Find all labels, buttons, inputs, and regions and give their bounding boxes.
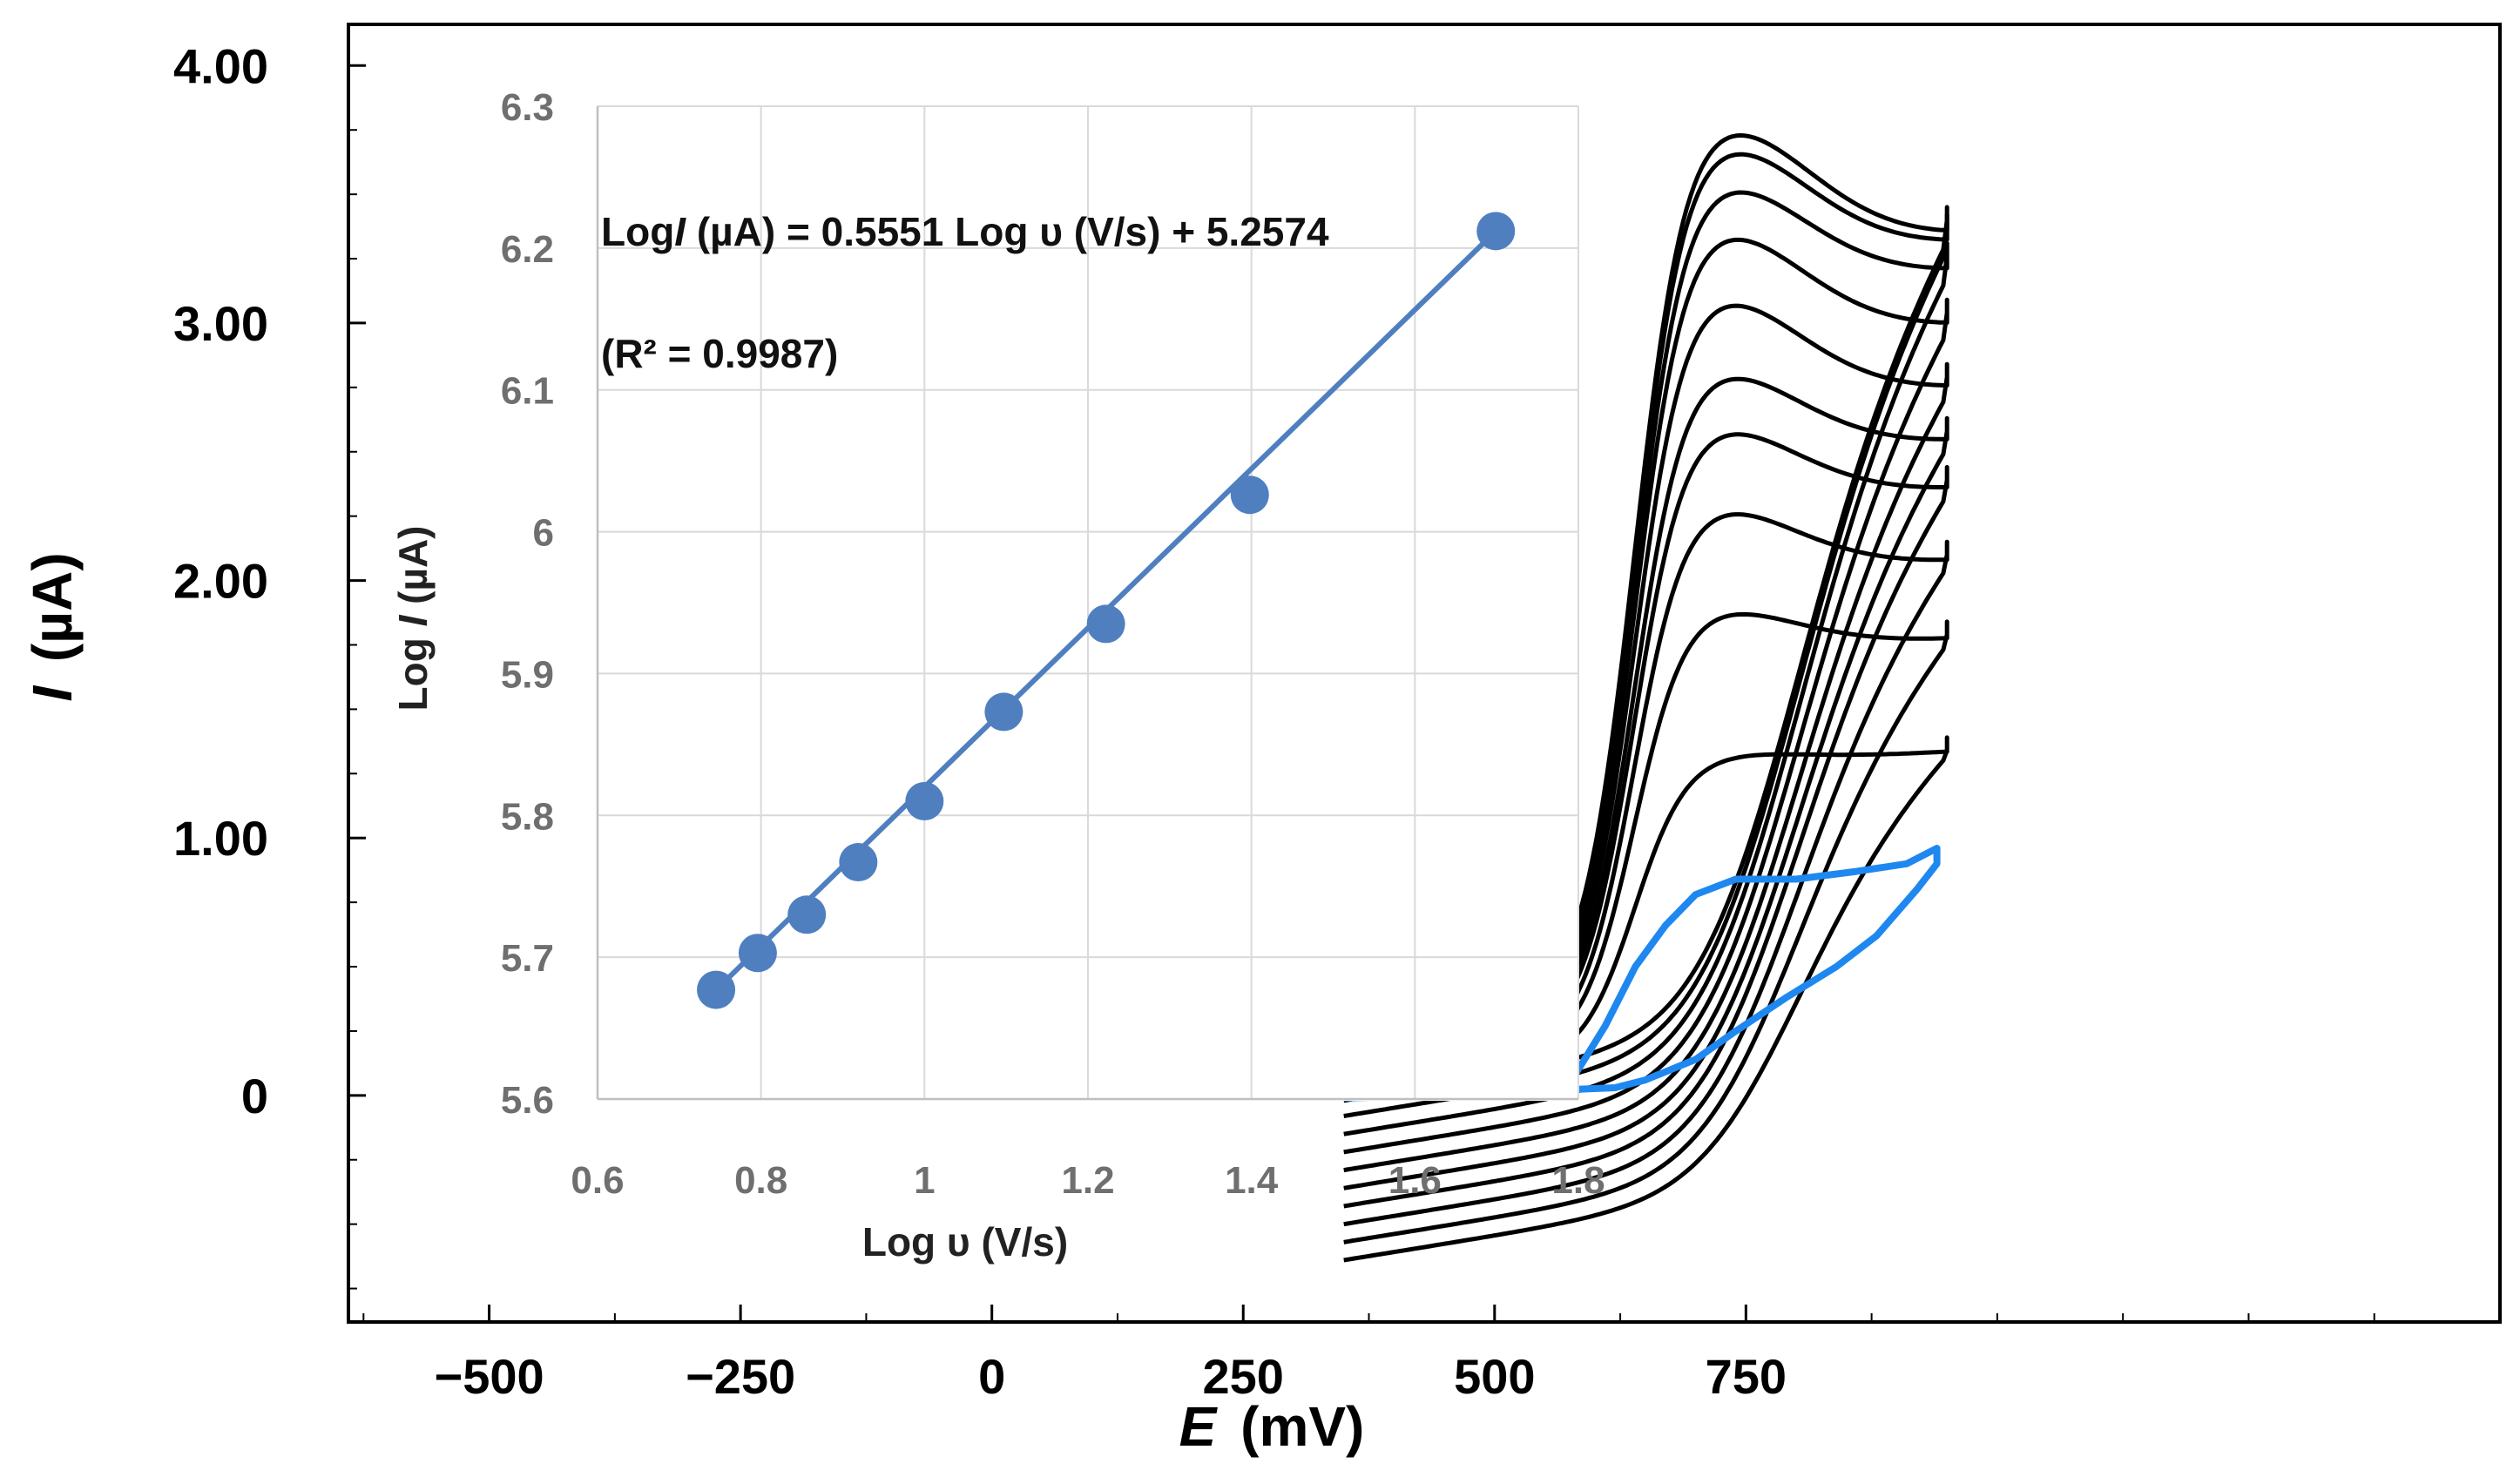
main-x-tick-label: −250	[686, 1349, 795, 1404]
cv-curve-blank	[1343, 845, 1941, 1102]
inset-x-tick-label: 0.6	[571, 1159, 624, 1202]
inset-x-tick-label: 1.2	[1061, 1159, 1114, 1202]
main-x-axis-var: E	[1179, 1395, 1219, 1458]
regression-equation-log: Log	[601, 209, 674, 254]
inset-y-tick-label: 5.8	[501, 795, 554, 838]
inset-data-point	[1230, 475, 1269, 515]
inset-x-tick-label: 1	[914, 1159, 935, 1202]
inset-y-tick-label: 6.1	[501, 370, 554, 413]
main-x-tick-label: 250	[1203, 1349, 1284, 1404]
main-x-tick-label: 0	[978, 1349, 1005, 1404]
regression-equation-rest: (µA) = 0.5551 Log υ (V/s) + 5.2574	[686, 209, 1329, 254]
inset-y-axis-suffix: (µA)	[390, 526, 436, 616]
inset-data-point	[905, 782, 944, 820]
main-x-ticks: −500 −250 0 250 500 750	[435, 1305, 1787, 1404]
inset-x-tick-label: 1.4	[1225, 1159, 1279, 1202]
main-y-tick-label: 4.00	[173, 38, 268, 93]
inset-y-tick-label: 6	[533, 512, 554, 555]
inset-y-tick-label: 6.3	[501, 86, 554, 129]
inset-data-point	[697, 970, 736, 1009]
main-plot-frame	[347, 23, 2502, 1324]
main-x-axis-title: E (mV)	[1179, 1395, 1365, 1458]
inset-x-tick-label: 1.6	[1388, 1159, 1442, 1202]
inset-data-point	[787, 895, 827, 934]
inset-data-point	[839, 843, 878, 882]
regression-equation-var: I	[674, 209, 686, 254]
main-y-tick-label: 2.00	[173, 554, 268, 609]
main-y-axis-var: I	[21, 685, 84, 702]
main-y-axis-title: I (µA)	[21, 552, 84, 701]
inset-ticks: 0.6 0.8 1 1.2 1.4 1.6 1.8 5.6 5.7 5.8 5.9 6 6.1 6.2 6.…	[501, 86, 1605, 1202]
main-y-tick-label: 0	[241, 1069, 268, 1123]
main-y-axis-unit: (µA)	[21, 552, 84, 662]
inset-y-tick-label: 5.7	[501, 937, 554, 980]
main-y-tick-label: 1.00	[173, 811, 268, 866]
main-x-tick-label: 500	[1454, 1349, 1535, 1404]
r-squared-label: (R² = 0.9987)	[601, 331, 838, 376]
inset-x-axis-title: Log υ (V/s)	[862, 1219, 1068, 1265]
inset-points	[697, 212, 1516, 1009]
inset-y-axis-title: Log I (µA)	[390, 526, 436, 712]
inset-x-tick-label: 1.8	[1551, 1159, 1605, 1202]
inset-data-point	[984, 692, 1024, 732]
inset-y-tick-label: 6.2	[501, 228, 554, 271]
main-y-tick-label: 3.00	[173, 296, 268, 351]
main-x-axis-unit: (mV)	[1240, 1395, 1364, 1458]
inset-data-point	[1086, 604, 1125, 644]
main-y-ticks: 0 1.00 2.00 3.00 4.00	[173, 38, 366, 1123]
main-x-tick-label: −500	[435, 1349, 544, 1404]
inset-y-tick-label: 5.6	[501, 1079, 554, 1122]
inset-axes	[596, 106, 1578, 1101]
inset-y-axis-var: I	[390, 614, 436, 626]
main-minor-ticks	[348, 129, 2375, 1322]
inset-data-point	[738, 934, 777, 973]
inset-y-tick-label: 5.9	[501, 653, 554, 696]
inset-x-tick-label: 0.8	[734, 1159, 787, 1202]
inset-y-axis-prefix: Log	[390, 626, 436, 711]
regression-equation: LogI (µA) = 0.5551 Log υ (V/s) + 5.2574	[601, 209, 1329, 254]
main-x-tick-label: 750	[1706, 1349, 1787, 1404]
inset-data-point	[1476, 212, 1516, 251]
